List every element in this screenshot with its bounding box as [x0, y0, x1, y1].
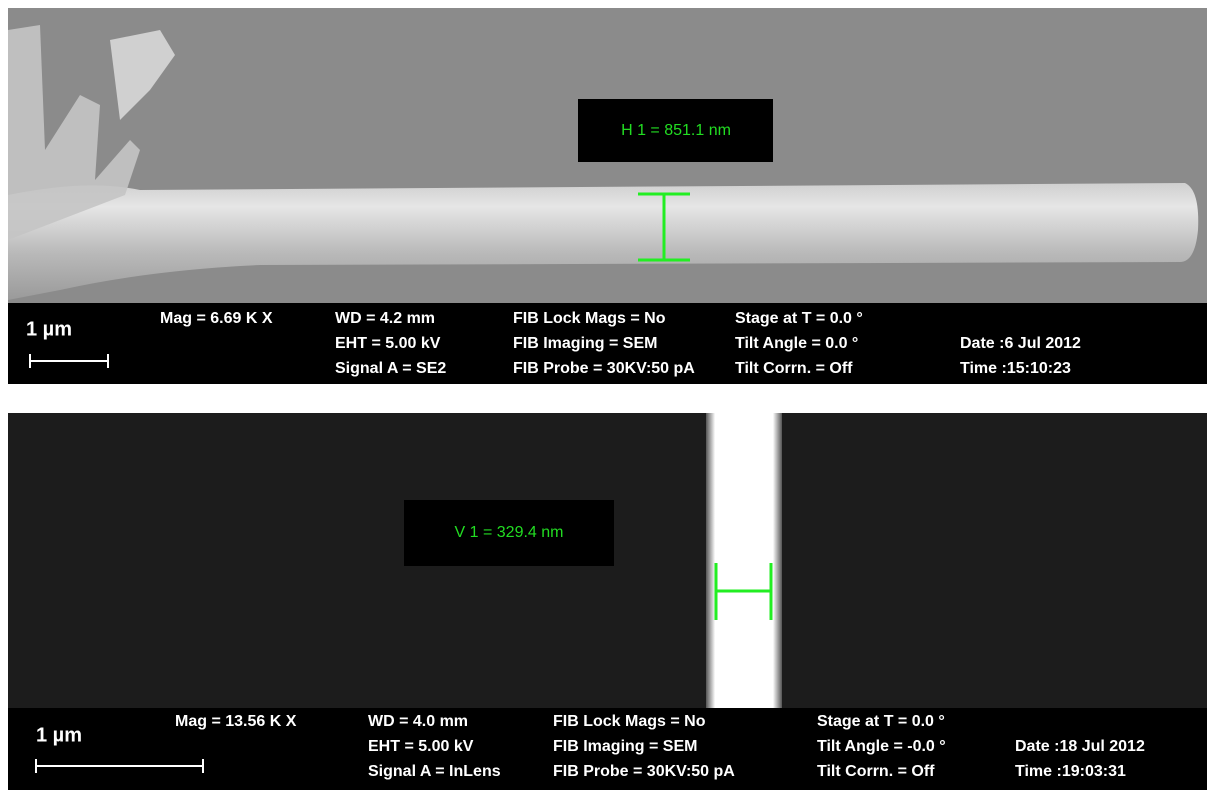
info-text: EHT = 5.00 kV — [335, 335, 441, 352]
info-text: EHT = 5.00 kV — [368, 738, 474, 755]
info-text: FIB Probe = 30KV:50 pA — [553, 763, 735, 780]
info-text: FIB Imaging = SEM — [513, 335, 657, 352]
info-text: Stage at T = 0.0 ° — [735, 310, 863, 327]
info-text: Mag = 6.69 K X — [160, 310, 273, 327]
info-text: Signal A = SE2 — [335, 360, 446, 377]
info-text: Tilt Corrn. = Off — [735, 360, 853, 377]
info-text: WD = 4.0 mm — [368, 713, 468, 730]
info-text: FIB Lock Mags = No — [553, 713, 706, 730]
measurement-label: H 1 = 851.1 nm — [621, 122, 731, 139]
info-text: Date :18 Jul 2012 — [1015, 738, 1145, 755]
info-text: FIB Probe = 30KV:50 pA — [513, 360, 695, 377]
page: H 1 = 851.1 nm V 1 = 329.4 nm 1 µm 1 µm … — [0, 0, 1215, 790]
info-text: Time :15:10:23 — [960, 360, 1071, 377]
info-text: WD = 4.2 mm — [335, 310, 435, 327]
scale-bar-label: 1 µm — [26, 318, 72, 340]
info-text: Stage at T = 0.0 ° — [817, 713, 945, 730]
info-text: Time :19:03:31 — [1015, 763, 1126, 780]
info-text: FIB Lock Mags = No — [513, 310, 666, 327]
measurement-label: V 1 = 329.4 nm — [455, 524, 564, 541]
info-text: Mag = 13.56 K X — [175, 713, 297, 730]
info-text: Tilt Corrn. = Off — [817, 763, 935, 780]
scale-bar-label: 1 µm — [36, 724, 82, 746]
info-text: Tilt Angle = -0.0 ° — [817, 738, 946, 755]
info-text: Date :6 Jul 2012 — [960, 335, 1081, 352]
info-text: Tilt Angle = 0.0 ° — [735, 335, 858, 352]
info-text: FIB Imaging = SEM — [553, 738, 697, 755]
info-text: Signal A = InLens — [368, 763, 501, 780]
